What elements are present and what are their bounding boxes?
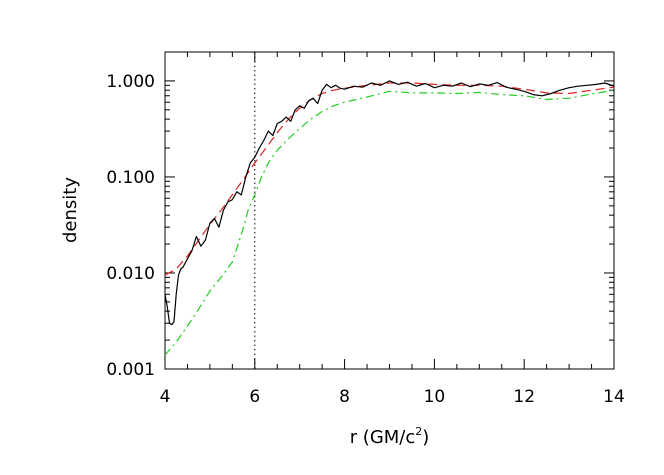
x-tick-label: 12 [513,387,535,407]
density-series-solid-line [164,80,615,326]
y-tick-label: 0.010 [106,264,155,284]
y-axis-title: density [60,177,81,243]
x-tick-label: 6 [249,387,260,407]
axis-ticks: 4 6 8 10 12 14 0.001 0.010 0.100 1.000 [106,51,625,407]
y-tick-label: 0.001 [106,360,155,380]
x-tick-label: 10 [424,387,446,407]
density-series-dashdot-line [164,89,615,356]
density-series-dashed-line [164,82,615,276]
x-tick-label: 8 [339,387,350,407]
data-series [164,52,615,369]
y-tick-label: 1.000 [106,72,155,92]
x-tick-label: 14 [603,387,625,407]
y-tick-label: 0.100 [106,168,155,188]
x-axis-title: r (GM/c2) [350,425,430,448]
x-tick-label: 4 [160,387,171,407]
